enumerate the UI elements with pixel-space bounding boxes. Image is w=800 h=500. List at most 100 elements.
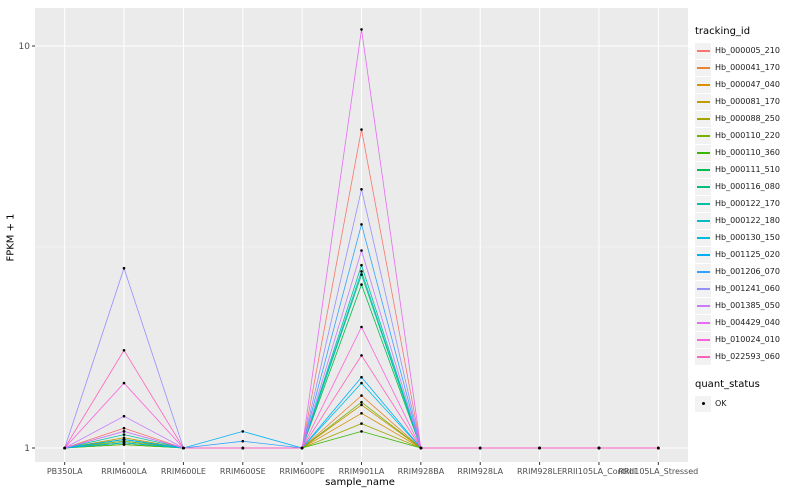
x-tick-label: PB350LA <box>47 467 83 476</box>
series-color-swatch <box>696 338 710 341</box>
x-tick-label: RRIM600LA <box>101 467 147 476</box>
series-color-swatch <box>696 100 710 103</box>
series-color-swatch <box>696 168 710 171</box>
legend-item-Hb_000041_170: Hb_000041_170 <box>695 59 799 76</box>
series-color-swatch <box>696 236 710 239</box>
legend-item-Hb_000110_220: Hb_000110_220 <box>695 127 799 144</box>
data-point <box>360 128 363 131</box>
data-point <box>360 354 363 357</box>
data-point <box>63 446 66 450</box>
quant-status-key <box>695 395 711 412</box>
data-point <box>360 412 363 415</box>
series-color-swatch <box>696 304 710 307</box>
data-point <box>122 430 126 433</box>
legend-label: Hb_000110_360 <box>715 148 780 157</box>
legend-key <box>695 59 711 76</box>
data-point <box>360 223 363 226</box>
data-point <box>360 263 363 267</box>
legend-item-Hb_000110_360: Hb_000110_360 <box>695 144 799 161</box>
legend-item-Hb_000047_040: Hb_000047_040 <box>695 76 799 93</box>
legend-item-Hb_000111_510: Hb_000111_510 <box>695 161 799 178</box>
legend-label: Hb_000110_220 <box>715 131 780 140</box>
series-color-swatch <box>696 219 710 222</box>
legend-key <box>695 195 711 212</box>
legend-items: Hb_000005_210 Hb_000041_170 Hb_000047_040 H… <box>695 42 799 365</box>
data-point <box>360 249 363 252</box>
legend-label: Hb_000122_180 <box>715 216 780 225</box>
data-point <box>360 430 363 433</box>
x-tick-label: RRIM600SE <box>220 467 266 476</box>
legend-item-Hb_000116_080: Hb_000116_080 <box>695 178 799 195</box>
legend-key <box>695 348 711 365</box>
data-point <box>122 438 126 441</box>
series-color-swatch <box>696 66 710 69</box>
legend-key <box>695 212 711 229</box>
data-point <box>360 28 363 31</box>
data-point <box>241 430 245 433</box>
legend-key <box>695 331 711 348</box>
series-color-swatch <box>696 151 710 154</box>
data-point <box>241 446 245 450</box>
legend-item-Hb_001125_020: Hb_001125_020 <box>695 246 799 263</box>
x-tick-label: RRIM928BA <box>398 467 445 476</box>
legend-label: Hb_001206_070 <box>715 267 780 276</box>
legend-key <box>695 314 711 331</box>
data-point <box>538 446 541 450</box>
series-color-swatch <box>696 253 710 256</box>
data-point <box>122 414 126 418</box>
data-point <box>300 446 304 450</box>
y-tick-label: 1 <box>24 444 30 454</box>
legend-label: Hb_001241_060 <box>715 284 780 293</box>
legend-label: Hb_022593_060 <box>715 352 780 361</box>
legend-key <box>695 246 711 263</box>
ok-point-icon <box>701 402 705 405</box>
data-point <box>360 273 363 276</box>
legend-item-ok: OK <box>695 395 799 412</box>
legend-label: Hb_000041_170 <box>715 63 780 72</box>
y-tick-label: 10 <box>19 42 31 52</box>
data-point <box>122 441 126 445</box>
legend-key <box>695 42 711 59</box>
data-point <box>122 433 126 436</box>
legend-title-quant-status: quant_status <box>695 379 760 390</box>
y-axis-title: FPKM + 1 <box>5 213 17 262</box>
data-point <box>478 446 482 450</box>
data-point <box>360 270 363 273</box>
data-point <box>360 375 363 379</box>
legend-key <box>695 93 711 110</box>
series-color-swatch <box>696 117 710 120</box>
legend-label: Hb_000088_250 <box>715 114 780 123</box>
legend-key <box>695 178 711 195</box>
data-point <box>360 394 363 397</box>
legend-key <box>695 127 711 144</box>
legend-label: Hb_001385_050 <box>715 301 780 310</box>
legend-key <box>695 297 711 314</box>
legend-label: Hb_000111_510 <box>715 165 780 174</box>
x-axis-title: sample_name <box>325 477 395 488</box>
legend-key <box>695 280 711 297</box>
series-color-swatch <box>696 321 710 324</box>
data-point <box>122 381 126 385</box>
legend-item-Hb_000088_250: Hb_000088_250 <box>695 110 799 127</box>
legend-label: Hb_000005_210 <box>715 46 780 55</box>
legend-item-Hb_004429_040: Hb_004429_040 <box>695 314 799 331</box>
data-point <box>360 381 363 385</box>
x-tick-label: RRIM928LE <box>517 467 562 476</box>
legend-label: Hb_010024_010 <box>715 335 780 344</box>
data-point <box>360 403 363 407</box>
data-point <box>360 188 363 191</box>
data-point <box>122 426 126 430</box>
legend-item-Hb_001241_060: Hb_001241_060 <box>695 280 799 297</box>
legend-label: Hb_000130_150 <box>715 233 780 242</box>
data-point <box>360 400 363 404</box>
data-point <box>360 283 363 286</box>
legend-key <box>695 263 711 280</box>
series-color-swatch <box>696 270 710 273</box>
series-color-swatch <box>696 287 710 290</box>
legend-item-Hb_000005_210: Hb_000005_210 <box>695 42 799 59</box>
data-point <box>122 266 126 270</box>
data-point <box>419 446 423 450</box>
legend-label: Hb_000122_170 <box>715 199 780 208</box>
data-point <box>182 446 185 450</box>
